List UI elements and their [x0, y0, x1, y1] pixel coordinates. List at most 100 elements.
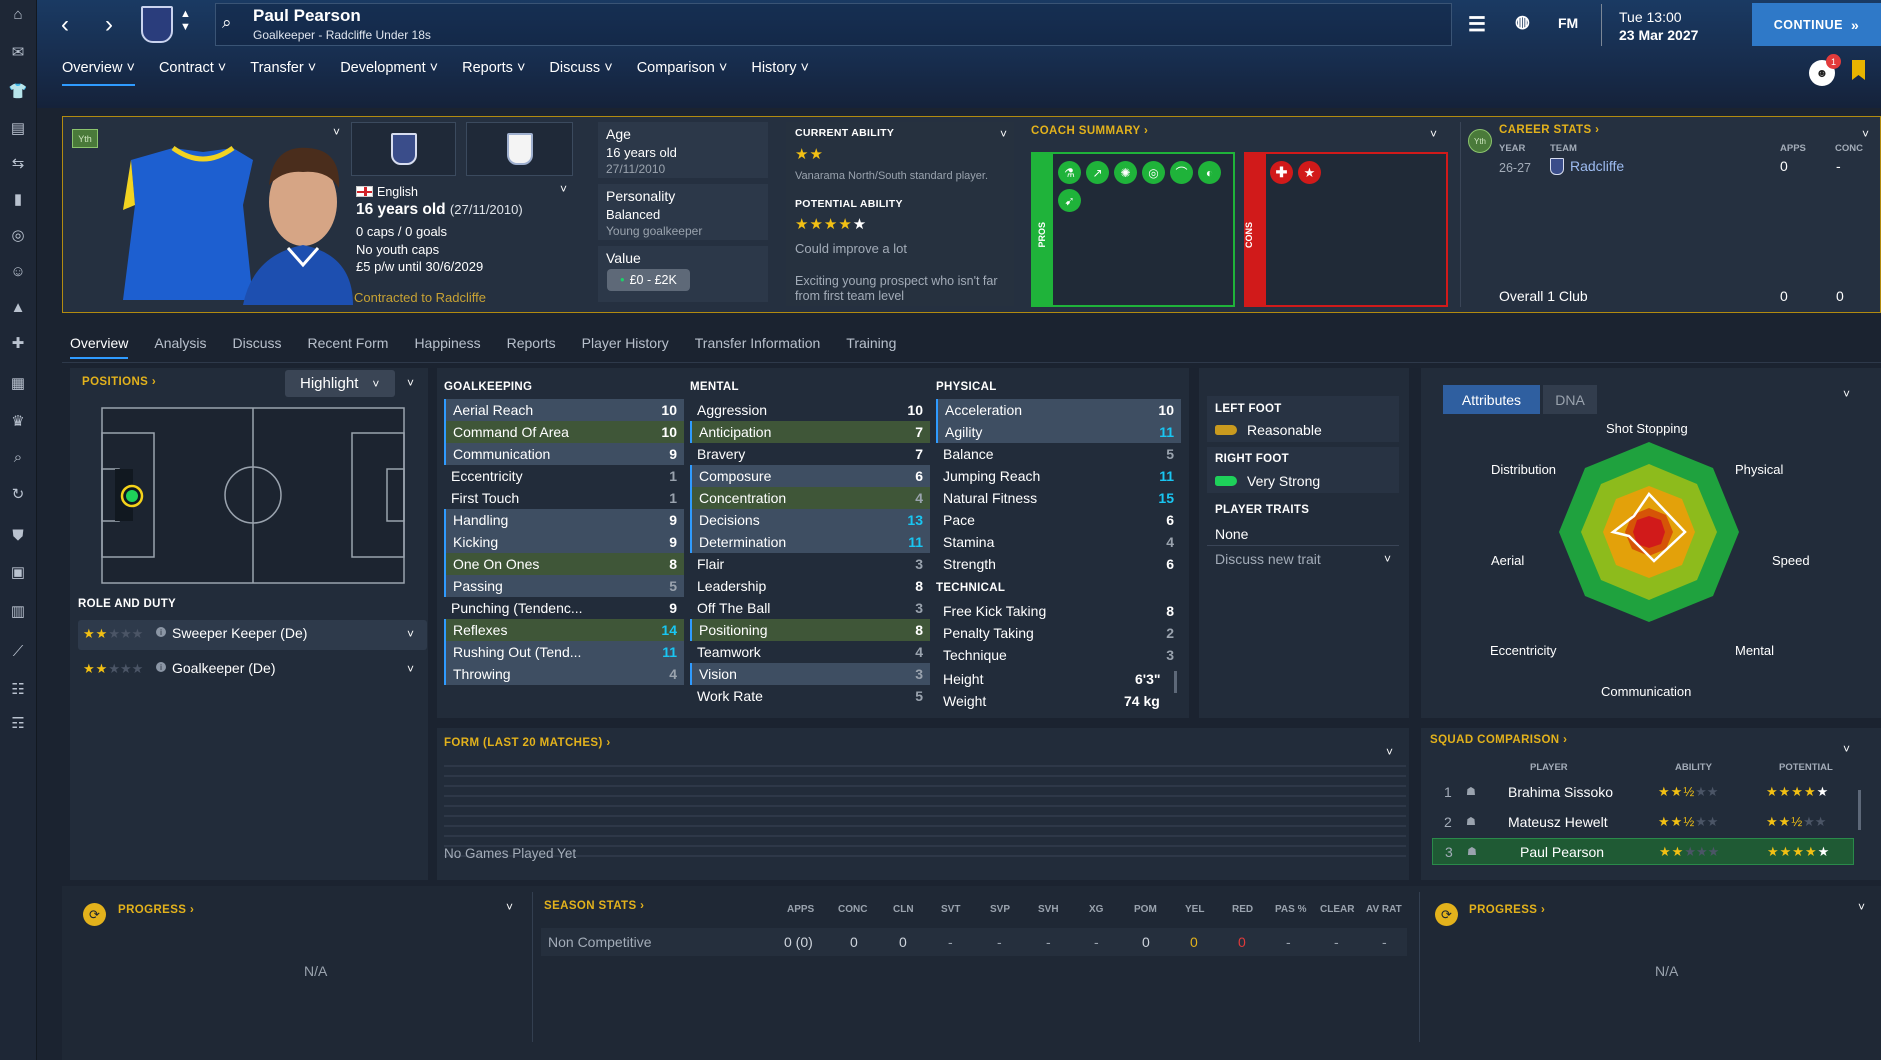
role-1-dropdown-icon[interactable]: ˅: [407, 627, 415, 641]
attribute-row[interactable]: Teamwork 4: [690, 641, 930, 663]
attribute-row[interactable]: Vision 3: [690, 663, 930, 685]
nationality-dropdown-icon[interactable]: ˅: [560, 182, 568, 196]
season-row[interactable]: [541, 928, 1407, 956]
menu-contract[interactable]: Contract ˅: [158, 60, 227, 76]
positions-dropdown-icon[interactable]: ˅: [407, 376, 415, 390]
analytics-icon[interactable]: ⟋: [12, 642, 24, 660]
squad-row[interactable]: 1 ☗ Brahima Sissoko ★★½★★ ★★★★★: [1432, 778, 1854, 805]
reserve-icon[interactable]: ☶: [11, 715, 25, 732]
progress-title-right[interactable]: PROGRESS ›: [1469, 904, 1546, 916]
subtab-happiness[interactable]: Happiness: [414, 335, 481, 351]
info-icon[interactable]: i: [156, 662, 166, 672]
balance-icon[interactable]: ◐: [1198, 161, 1221, 184]
discuss-trait-chevron-icon[interactable]: ˅: [1384, 552, 1392, 566]
attribute-row[interactable]: Punching (Tendenc... 9: [444, 597, 684, 619]
forward-icon[interactable]: ›: [105, 11, 113, 38]
attribute-row[interactable]: Concentration 4: [690, 487, 930, 509]
menu-history[interactable]: History ˅: [751, 60, 809, 76]
radar-dropdown-icon[interactable]: ˅: [1843, 387, 1851, 401]
subtab-transfer-info[interactable]: Transfer Information: [694, 335, 821, 351]
attribute-row[interactable]: Handling 9: [444, 509, 684, 531]
continue-button[interactable]: CONTINUE »: [1752, 3, 1881, 46]
attribute-row[interactable]: Command Of Area 10: [444, 421, 684, 443]
attribute-row[interactable]: Free Kick Taking 8: [936, 600, 1181, 622]
menu-reports[interactable]: Reports ˅: [462, 60, 526, 76]
attribute-row[interactable]: Throwing 4: [444, 663, 684, 685]
progress-right-dropdown-icon[interactable]: ˅: [1858, 900, 1866, 914]
finances-icon[interactable]: ▣: [10, 564, 26, 581]
club-crest[interactable]: [141, 6, 173, 43]
medical-icon[interactable]: ✚: [11, 335, 25, 352]
attribute-row[interactable]: Aggression 10: [690, 399, 930, 421]
attribute-row[interactable]: Agility 11: [936, 421, 1181, 443]
attribute-row[interactable]: Work Rate 5: [690, 685, 930, 707]
bookmark-icon[interactable]: [1852, 60, 1865, 80]
menu-development[interactable]: Development ˅: [340, 60, 439, 76]
attribute-row[interactable]: First Touch 1: [444, 487, 684, 509]
info-icon[interactable]: i: [156, 627, 166, 637]
positions-title[interactable]: POSITIONS ›: [82, 376, 157, 388]
menu-transfer[interactable]: Transfer ˅: [250, 60, 317, 76]
attribute-row[interactable]: Decisions 13: [690, 509, 930, 531]
attribute-row[interactable]: Flair 3: [690, 553, 930, 575]
attribute-row[interactable]: Passing 5: [444, 575, 684, 597]
discuss-trait-dropdown[interactable]: Discuss new trait: [1215, 551, 1321, 567]
dive-icon[interactable]: ⌒: [1170, 161, 1193, 184]
refresh-icon[interactable]: ↻: [11, 486, 25, 503]
inbox-icon[interactable]: ✉: [11, 44, 25, 61]
data-hub-icon[interactable]: ▥: [10, 603, 26, 620]
attributes-toggle[interactable]: Attributes: [1443, 385, 1540, 414]
career-dropdown-icon[interactable]: ˅: [1862, 127, 1870, 141]
globe-icon[interactable]: ◍: [1515, 12, 1530, 31]
role-row-1[interactable]: [78, 620, 427, 650]
subtab-recent-form[interactable]: Recent Form: [307, 335, 389, 351]
highlight-dropdown[interactable]: Highlight ˅: [285, 370, 395, 397]
attribute-row[interactable]: Pace 6: [936, 509, 1181, 531]
progress-left-dropdown-icon[interactable]: ˅: [506, 900, 514, 914]
attribute-row[interactable]: Acceleration 10: [936, 399, 1181, 421]
attribute-row[interactable]: Anticipation 7: [690, 421, 930, 443]
attribute-row[interactable]: Strength 6: [936, 553, 1181, 575]
squad-dropdown-icon[interactable]: ˅: [1843, 742, 1851, 756]
fm-logo[interactable]: FM: [1558, 15, 1579, 31]
youth-icon[interactable]: ☷: [11, 681, 25, 698]
attribute-row[interactable]: Penalty Taking 2: [936, 622, 1181, 644]
tactics-icon[interactable]: ▤: [10, 120, 26, 137]
progress-title-left[interactable]: PROGRESS ›: [118, 904, 195, 916]
attribute-row[interactable]: Natural Fitness 15: [936, 487, 1181, 509]
dna-toggle[interactable]: DNA: [1543, 385, 1597, 414]
club-icon[interactable]: ⛊: [12, 526, 24, 544]
schedule-icon[interactable]: ▦: [10, 375, 26, 392]
attribute-row[interactable]: Reflexes 14: [444, 619, 684, 641]
attribute-row[interactable]: Kicking 9: [444, 531, 684, 553]
competitions-icon[interactable]: ♛: [11, 413, 25, 430]
attribute-row[interactable]: Technique 3: [936, 644, 1181, 666]
training-icon[interactable]: ▲: [10, 298, 26, 316]
attribute-row[interactable]: Stamina 4: [936, 531, 1181, 553]
dynamics-icon[interactable]: ▮: [13, 191, 23, 208]
squad-icon[interactable]: 👕: [8, 83, 28, 100]
search-rail-icon[interactable]: ⌕: [13, 448, 23, 466]
squad-scrollbar[interactable]: [1858, 790, 1861, 830]
medical-cross-icon[interactable]: ✚: [1270, 161, 1293, 184]
nation-badge[interactable]: [466, 122, 573, 176]
menu-comparison[interactable]: Comparison ˅: [636, 60, 728, 76]
subtab-overview[interactable]: Overview: [70, 335, 129, 359]
subtab-analysis[interactable]: Analysis: [154, 335, 207, 351]
scouting-icon[interactable]: ◎: [11, 227, 25, 244]
form-dropdown-icon[interactable]: ˅: [1386, 745, 1394, 759]
attribute-row[interactable]: One On Ones 8: [444, 553, 684, 575]
target-icon[interactable]: ◎: [1142, 161, 1165, 184]
attribute-row[interactable]: Balance 5: [936, 443, 1181, 465]
scroll-indicator[interactable]: [1174, 671, 1177, 693]
attribute-row[interactable]: Off The Ball 3: [690, 597, 930, 619]
kick-icon[interactable]: ➹: [1058, 189, 1081, 212]
attribute-row[interactable]: Eccentricity 1: [444, 465, 684, 487]
attribute-row[interactable]: Rushing Out (Tend... 11: [444, 641, 684, 663]
menu-icon[interactable]: ☰: [1468, 14, 1486, 36]
attribute-row[interactable]: Determination 11: [690, 531, 930, 553]
attribute-row[interactable]: Leadership 8: [690, 575, 930, 597]
career-stats-title[interactable]: CAREER STATS ›: [1499, 124, 1600, 136]
transfers-icon[interactable]: ⇆: [11, 155, 25, 172]
attribute-row[interactable]: Bravery 7: [690, 443, 930, 465]
